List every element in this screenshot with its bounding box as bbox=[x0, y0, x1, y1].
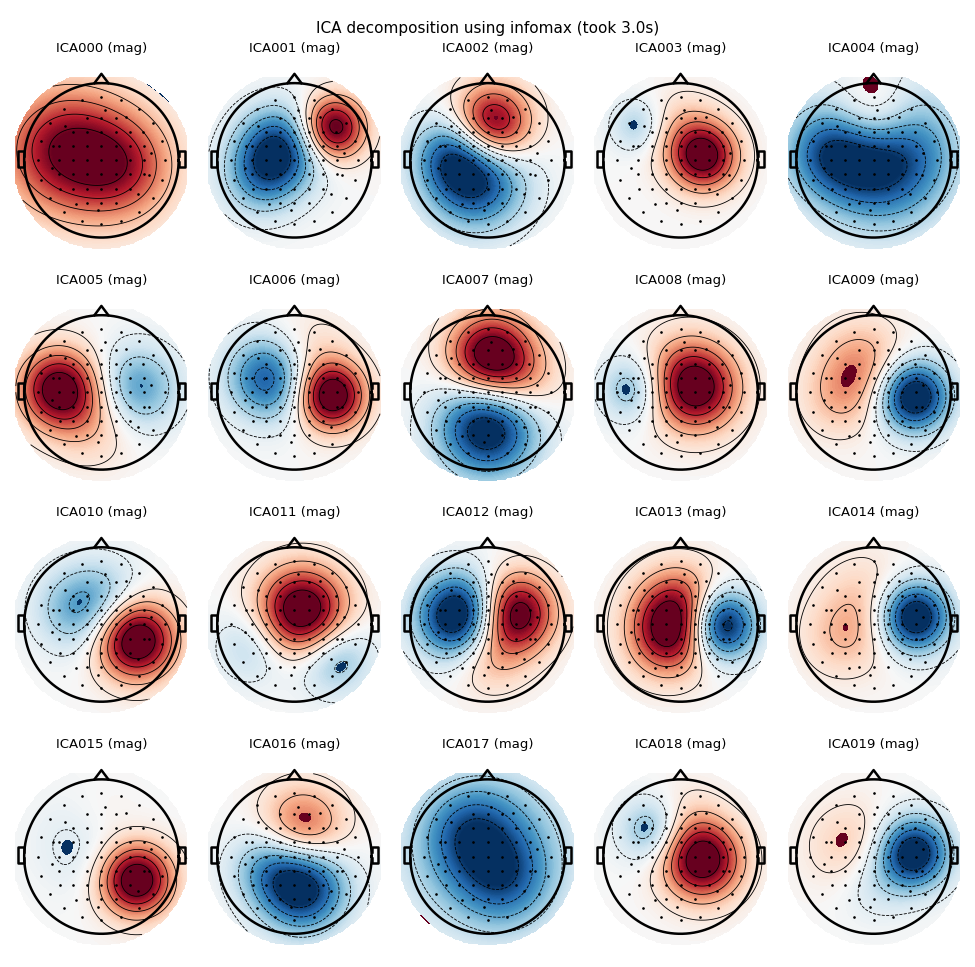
Text: ICA012 (mag): ICA012 (mag) bbox=[442, 507, 533, 519]
Text: ICA019 (mag): ICA019 (mag) bbox=[828, 739, 919, 751]
Text: ICA013 (mag): ICA013 (mag) bbox=[635, 507, 726, 519]
Text: ICA014 (mag): ICA014 (mag) bbox=[828, 507, 919, 519]
Text: ICA010 (mag): ICA010 (mag) bbox=[56, 507, 147, 519]
Text: ICA016 (mag): ICA016 (mag) bbox=[249, 739, 340, 751]
Text: ICA004 (mag): ICA004 (mag) bbox=[828, 43, 919, 55]
Text: ICA006 (mag): ICA006 (mag) bbox=[249, 275, 340, 287]
Text: ICA003 (mag): ICA003 (mag) bbox=[635, 43, 726, 55]
Text: ICA011 (mag): ICA011 (mag) bbox=[249, 507, 340, 519]
Text: ICA005 (mag): ICA005 (mag) bbox=[56, 275, 147, 287]
Text: ICA007 (mag): ICA007 (mag) bbox=[442, 275, 533, 287]
Text: ICA000 (mag): ICA000 (mag) bbox=[56, 43, 147, 55]
Text: ICA008 (mag): ICA008 (mag) bbox=[635, 275, 726, 287]
Text: ICA009 (mag): ICA009 (mag) bbox=[828, 275, 919, 287]
Text: ICA decomposition using infomax (took 3.0s): ICA decomposition using infomax (took 3.… bbox=[316, 21, 659, 37]
Text: ICA017 (mag): ICA017 (mag) bbox=[442, 739, 533, 751]
Text: ICA018 (mag): ICA018 (mag) bbox=[635, 739, 726, 751]
Text: ICA015 (mag): ICA015 (mag) bbox=[56, 739, 147, 751]
Text: ICA002 (mag): ICA002 (mag) bbox=[442, 43, 533, 55]
Text: ICA001 (mag): ICA001 (mag) bbox=[249, 43, 340, 55]
